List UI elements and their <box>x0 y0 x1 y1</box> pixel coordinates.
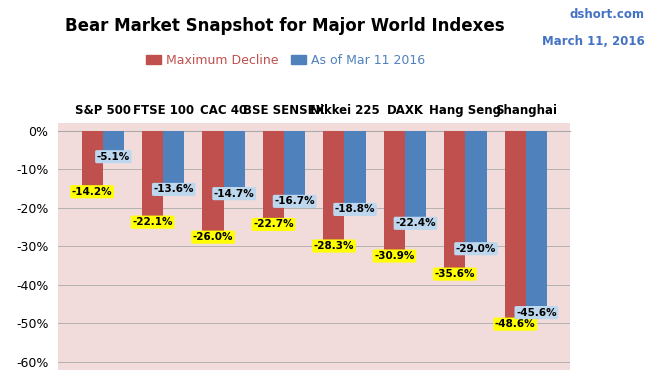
Bar <box>445 131 465 268</box>
Bar <box>263 131 284 218</box>
Text: -22.7%: -22.7% <box>253 219 294 229</box>
Text: S&P 500: S&P 500 <box>75 104 131 117</box>
Bar <box>405 131 426 217</box>
Bar <box>345 131 365 203</box>
Bar <box>82 131 103 186</box>
Bar <box>384 131 405 250</box>
Text: -30.9%: -30.9% <box>374 251 415 261</box>
Text: Bear Market Snapshot for Major World Indexes: Bear Market Snapshot for Major World Ind… <box>65 17 505 35</box>
Bar <box>163 131 184 183</box>
Bar <box>323 131 345 240</box>
Text: FTSE 100: FTSE 100 <box>133 104 194 117</box>
Bar <box>465 131 487 243</box>
Text: DAXK: DAXK <box>386 104 423 117</box>
Text: -45.6%: -45.6% <box>516 308 557 318</box>
Text: -48.6%: -48.6% <box>495 319 535 329</box>
Text: Shanghai: Shanghai <box>495 104 557 117</box>
Text: dshort.com: dshort.com <box>570 8 645 21</box>
Text: -14.7%: -14.7% <box>214 189 255 199</box>
Bar <box>142 131 163 216</box>
Bar <box>202 131 224 231</box>
Bar <box>505 131 526 318</box>
Text: -28.3%: -28.3% <box>314 241 354 251</box>
Text: -29.0%: -29.0% <box>456 244 496 254</box>
Text: March 11, 2016: March 11, 2016 <box>542 35 645 48</box>
Text: -35.6%: -35.6% <box>435 269 475 279</box>
Text: -22.1%: -22.1% <box>132 217 173 227</box>
Text: -22.4%: -22.4% <box>395 218 436 228</box>
Text: -16.7%: -16.7% <box>274 196 315 206</box>
Text: -13.6%: -13.6% <box>154 184 194 194</box>
Text: -5.1%: -5.1% <box>97 152 130 162</box>
Bar <box>103 131 124 151</box>
Text: -14.2%: -14.2% <box>72 187 113 197</box>
Bar <box>224 131 245 187</box>
Text: Hang Seng: Hang Seng <box>430 104 502 117</box>
Text: -18.8%: -18.8% <box>335 204 375 214</box>
Text: Nikkei 225: Nikkei 225 <box>310 104 379 117</box>
Text: BSE SENSEX: BSE SENSEX <box>243 104 325 117</box>
Legend: Maximum Decline, As of Mar 11 2016: Maximum Decline, As of Mar 11 2016 <box>141 49 430 72</box>
Text: CAC 40: CAC 40 <box>200 104 247 117</box>
Text: -26.0%: -26.0% <box>193 232 233 242</box>
Bar <box>526 131 547 306</box>
Bar <box>284 131 305 195</box>
